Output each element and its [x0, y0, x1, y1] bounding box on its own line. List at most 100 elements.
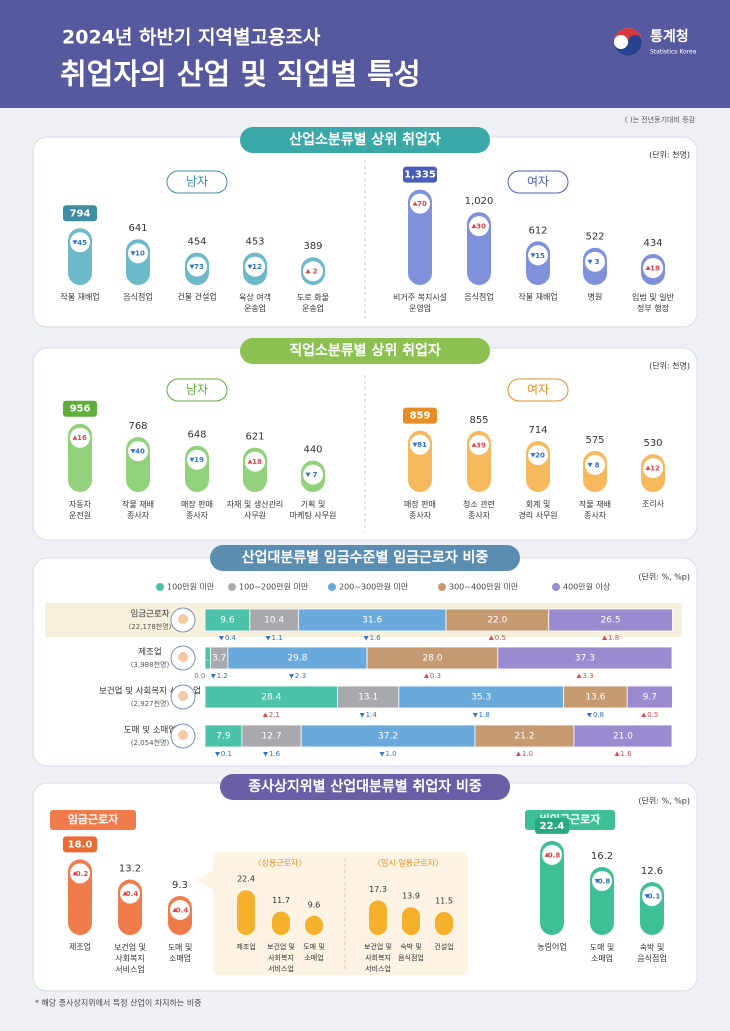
value-label: 13.9 — [402, 892, 420, 901]
section-title: 산업소분류별 상위 취업자 — [289, 131, 441, 148]
row-note: (22,178천명) — [129, 622, 172, 631]
change-arrow — [645, 265, 651, 270]
category-label: 제조업 — [69, 943, 91, 952]
change-arrow — [263, 752, 269, 757]
change-badge — [469, 216, 489, 237]
change-badge — [642, 886, 662, 907]
change-label: 2.3 — [295, 672, 306, 680]
change-badge — [528, 445, 548, 465]
category-label: 입법 및 일반 정부 행정 — [632, 292, 675, 313]
category-label: 제조업 — [236, 943, 255, 951]
value-label: 434 — [643, 238, 662, 249]
value-label: 522 — [585, 232, 604, 243]
change-badge — [245, 256, 265, 277]
row-note: (2,927천명) — [131, 699, 170, 708]
bar-segment — [497, 646, 673, 670]
change-label: 0.1 — [221, 750, 232, 758]
category-label: 보건업 및 사회복지 서비스업 — [364, 942, 392, 973]
change-label: 70 — [417, 200, 427, 208]
bar — [369, 900, 387, 935]
section-title: 종사상지위별 산업대분류별 취업자 비중 — [248, 778, 482, 795]
legend-label: 300~400만원 미만 — [449, 583, 519, 592]
category-label: 도매 및 소매업 — [303, 943, 325, 962]
change-arrow — [602, 635, 608, 640]
bar-segment — [626, 685, 673, 709]
panel-label: 남자 — [186, 175, 208, 189]
value-label: 612 — [528, 225, 547, 236]
category-label: 병원 — [588, 293, 603, 302]
unit: (단위: %, %p) — [638, 796, 690, 806]
bar — [402, 907, 420, 935]
value-badge — [63, 205, 97, 222]
value-label: 956 — [70, 404, 91, 415]
change-arrow — [471, 223, 477, 229]
section-title: 산업대분류별 임금수준별 임금근로자 비중 — [242, 549, 489, 566]
change-badge — [120, 883, 140, 904]
change-label: 81 — [417, 441, 427, 449]
change-arrow — [359, 713, 365, 718]
change-label: 1.8 — [479, 711, 490, 719]
change-arrow — [262, 712, 268, 717]
legend-label: 100만원 미만 — [167, 583, 215, 592]
row-label: 도매 및 소매업 — [124, 725, 176, 736]
segment-label: 13.1 — [358, 693, 378, 703]
change-arrow — [189, 457, 195, 463]
value-label: 13.2 — [119, 864, 141, 875]
change-label: 0.8 — [593, 711, 604, 719]
change-label: 0.4 — [225, 634, 237, 642]
logo-text-en: Statistics Korea — [650, 49, 697, 56]
segment-label: 21.2 — [514, 732, 534, 742]
legend-swatch — [328, 583, 336, 591]
change-label: 0.3 — [430, 672, 441, 680]
change-arrow — [645, 465, 651, 471]
value-badge — [403, 166, 437, 183]
footnote: * 해당 종사상지위에서 특정 산업이 차지하는 비중 — [35, 998, 201, 1008]
category-label: 건물 건설업 — [177, 292, 216, 302]
row-note: (3,988천명) — [131, 660, 170, 669]
change-label: 39 — [476, 441, 486, 449]
change-label: 16 — [77, 434, 87, 442]
value-label: 855 — [469, 415, 488, 426]
segment-label: 13.6 — [585, 693, 605, 703]
change-arrow — [218, 636, 224, 641]
change-arrow — [644, 894, 650, 899]
change-label: 1.8 — [608, 634, 619, 642]
change-arrow — [614, 751, 620, 756]
change-badge — [528, 245, 548, 266]
segment-label: 22.0 — [487, 616, 507, 626]
value-label: 22.4 — [540, 821, 565, 832]
change-arrow — [122, 891, 128, 896]
change-arrow — [423, 673, 429, 678]
category-label: 건설업 — [434, 942, 453, 951]
section-title-bg — [240, 338, 490, 364]
change-arrow — [586, 713, 592, 718]
logo-text: 통계청 — [650, 29, 689, 45]
bar — [540, 840, 564, 935]
change-label: 0.5 — [495, 634, 506, 642]
change-badge — [592, 870, 612, 891]
change-arrow — [130, 251, 136, 256]
change-arrow — [214, 752, 220, 757]
section-title: 직업소분류별 상위 취업자 — [289, 342, 441, 359]
change-label: 1.4 — [366, 711, 378, 719]
change-label: 0.4 — [126, 890, 139, 898]
change-label: 1.6 — [269, 750, 281, 758]
change-arrow — [72, 240, 78, 245]
change-arrow — [587, 259, 593, 265]
change-badge — [410, 434, 430, 455]
change-label: 45 — [77, 239, 87, 247]
change-label: 1.0 — [522, 750, 533, 758]
section-title-bg — [210, 545, 520, 571]
row-note: (2,054천명) — [131, 738, 170, 747]
change-arrow — [265, 636, 271, 641]
value-badge — [403, 407, 437, 424]
value-badge — [63, 400, 97, 417]
change-label: 2 — [313, 268, 318, 276]
change-badge — [187, 449, 207, 470]
change-arrow — [530, 453, 536, 458]
change-arrow — [247, 264, 253, 270]
legend-label: 400만원 이상 — [563, 582, 611, 592]
inset-title: 〈상용근로자〉 — [254, 858, 307, 868]
segment-label: 21.0 — [613, 732, 633, 742]
